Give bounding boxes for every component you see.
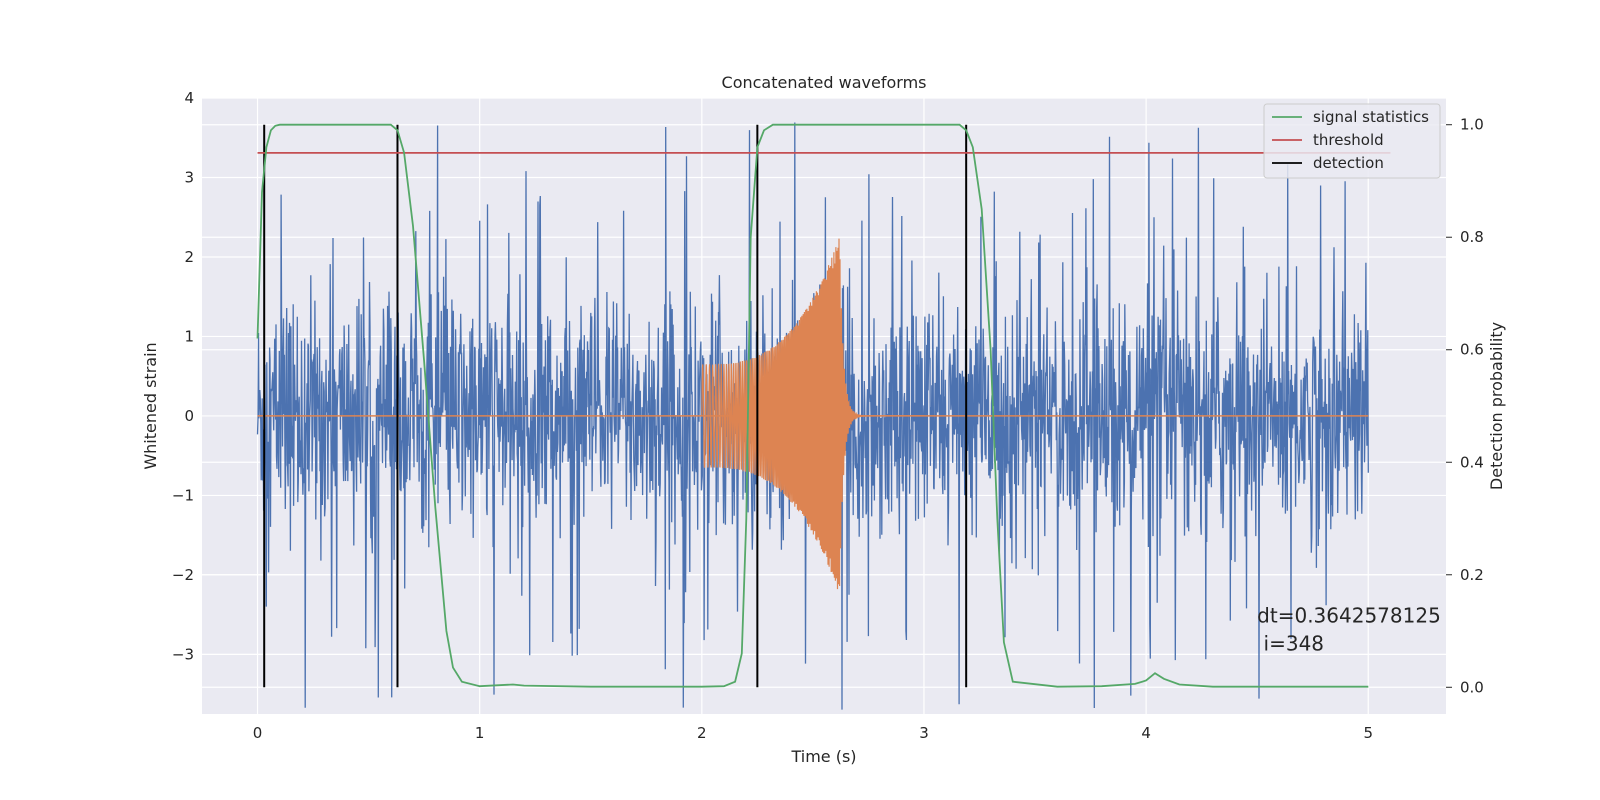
- x-tick-labels: 0 1 2 3 4 5: [253, 724, 1373, 742]
- y-tick-label: 3: [184, 168, 194, 186]
- x-axis-label: Time (s): [790, 747, 856, 766]
- y-tick-label: −3: [172, 645, 194, 663]
- y2-tick-labels: 0.0 0.2 0.4 0.6 0.8 1.0: [1460, 116, 1484, 697]
- y-tick-label: 0: [184, 407, 194, 425]
- x-tick-label: 1: [475, 724, 485, 742]
- legend: signal statistics threshold detection: [1263, 103, 1441, 179]
- y2-tick-label: 0.8: [1460, 228, 1484, 246]
- legend-box: [1263, 103, 1441, 179]
- annotation-dt: dt=0.3642578125: [1257, 604, 1441, 628]
- legend-label-signal-statistics: signal statistics: [1313, 108, 1429, 126]
- x-tick-label: 4: [1141, 724, 1151, 742]
- legend-label-detection: detection: [1313, 154, 1384, 172]
- y2-tick-label: 1.0: [1460, 116, 1484, 134]
- x-tick-label: 2: [697, 724, 707, 742]
- annotation-index: i=348: [1257, 632, 1324, 656]
- y-tick-labels: −3 −2 −1 0 1 2 3 4: [172, 89, 194, 663]
- legend-label-threshold: threshold: [1313, 131, 1384, 149]
- injection-series-line: [701, 238, 924, 590]
- y-tick-label: 2: [184, 248, 194, 266]
- x-tick-label: 3: [919, 724, 929, 742]
- x-tick-label: 0: [253, 724, 263, 742]
- x-tick-label: 5: [1363, 724, 1373, 742]
- y2-axis-label: Detection probability: [1487, 322, 1506, 490]
- detection-lines: [263, 124, 968, 688]
- y2-tick-label: 0.0: [1460, 678, 1484, 696]
- y-tick-label: 4: [184, 89, 194, 107]
- y-tick-label: −1: [172, 486, 194, 504]
- chart-title: Concatenated waveforms: [722, 73, 927, 92]
- y-axis-label: Whitened strain: [141, 342, 160, 469]
- plot-area: [256, 122, 1391, 710]
- signal-statistics-line: [256, 123, 1369, 688]
- y2-tick-label: 0.2: [1460, 566, 1484, 584]
- y-tick-label: −2: [172, 566, 194, 584]
- y2-tick-label: 0.6: [1460, 341, 1484, 359]
- y-tick-label: 1: [184, 327, 194, 345]
- y2-tick-label: 0.4: [1460, 453, 1484, 471]
